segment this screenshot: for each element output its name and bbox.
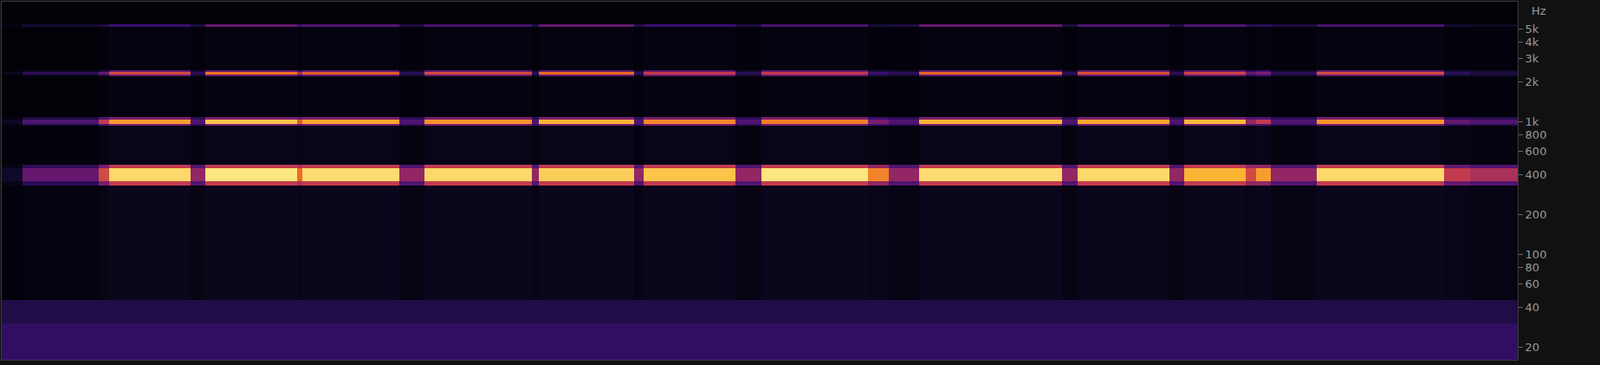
svg-text:60: 60 (1525, 277, 1541, 291)
svg-text:1k: 1k (1525, 115, 1540, 129)
svg-text:5k: 5k (1525, 22, 1540, 36)
svg-text:800: 800 (1525, 128, 1548, 142)
svg-text:600: 600 (1525, 144, 1548, 158)
svg-text:40: 40 (1525, 300, 1541, 314)
svg-text:20: 20 (1525, 340, 1541, 354)
svg-text:3k: 3k (1525, 51, 1540, 65)
svg-text:Hz: Hz (1531, 4, 1547, 18)
svg-text:2k: 2k (1525, 75, 1540, 89)
svg-text:4k: 4k (1525, 35, 1540, 49)
svg-text:80: 80 (1525, 260, 1541, 274)
svg-text:100: 100 (1525, 247, 1548, 261)
svg-text:200: 200 (1525, 207, 1548, 221)
svg-text:400: 400 (1525, 168, 1548, 182)
